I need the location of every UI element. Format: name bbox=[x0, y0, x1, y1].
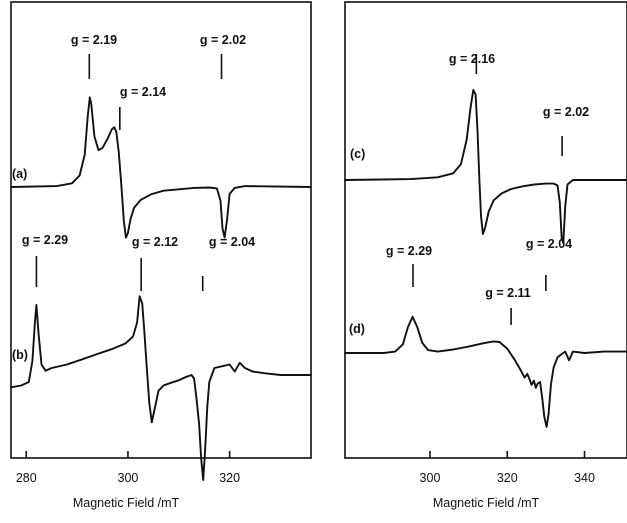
right-x-axis-label: Magnetic Field /mT bbox=[433, 496, 540, 510]
left-x-axis-label: Magnetic Field /mT bbox=[73, 496, 180, 510]
g-value-label: g = 2.04 bbox=[209, 235, 255, 249]
trace-d bbox=[344, 315, 627, 428]
g-value-label: g = 2.14 bbox=[120, 85, 166, 99]
g-value-label: g = 2.04 bbox=[526, 237, 572, 251]
right-panel-frame bbox=[344, 1, 627, 459]
g-value-label: g = 2.19 bbox=[71, 33, 117, 47]
trace-label: (b) bbox=[12, 348, 28, 362]
trace-label: (d) bbox=[349, 322, 365, 336]
trace-c bbox=[344, 89, 627, 244]
trace-label: (c) bbox=[350, 147, 365, 161]
x-tick-label: 300 bbox=[420, 471, 441, 485]
left-panel-content: 280 300 320 (a) (b) g = 2.19 g = 2.14 g = 2.02 g… bbox=[10, 33, 312, 485]
g-value-label: g = 2.02 bbox=[543, 105, 589, 119]
trace-label: (a) bbox=[12, 167, 27, 181]
g-value-label: g = 2.11 bbox=[485, 286, 531, 300]
right-panel-content: 300 320 340 (c) (d) g = 2.16 g = 2.02 g = 2.29 g… bbox=[344, 52, 627, 485]
x-tick-label: 320 bbox=[219, 471, 240, 485]
g-value-label: g = 2.12 bbox=[132, 235, 178, 249]
g-value-label: g = 2.02 bbox=[200, 33, 246, 47]
g-value-label: g = 2.29 bbox=[22, 233, 68, 247]
g-value-label: g = 2.29 bbox=[386, 244, 432, 258]
left-panel-frame bbox=[10, 1, 312, 459]
g-value-label: g = 2.16 bbox=[449, 52, 495, 66]
trace-a bbox=[10, 96, 312, 239]
x-tick-label: 320 bbox=[497, 471, 518, 485]
x-tick-label: 340 bbox=[574, 471, 595, 485]
x-tick-label: 280 bbox=[16, 471, 37, 485]
trace-b bbox=[10, 295, 312, 481]
x-tick-label: 300 bbox=[118, 471, 139, 485]
